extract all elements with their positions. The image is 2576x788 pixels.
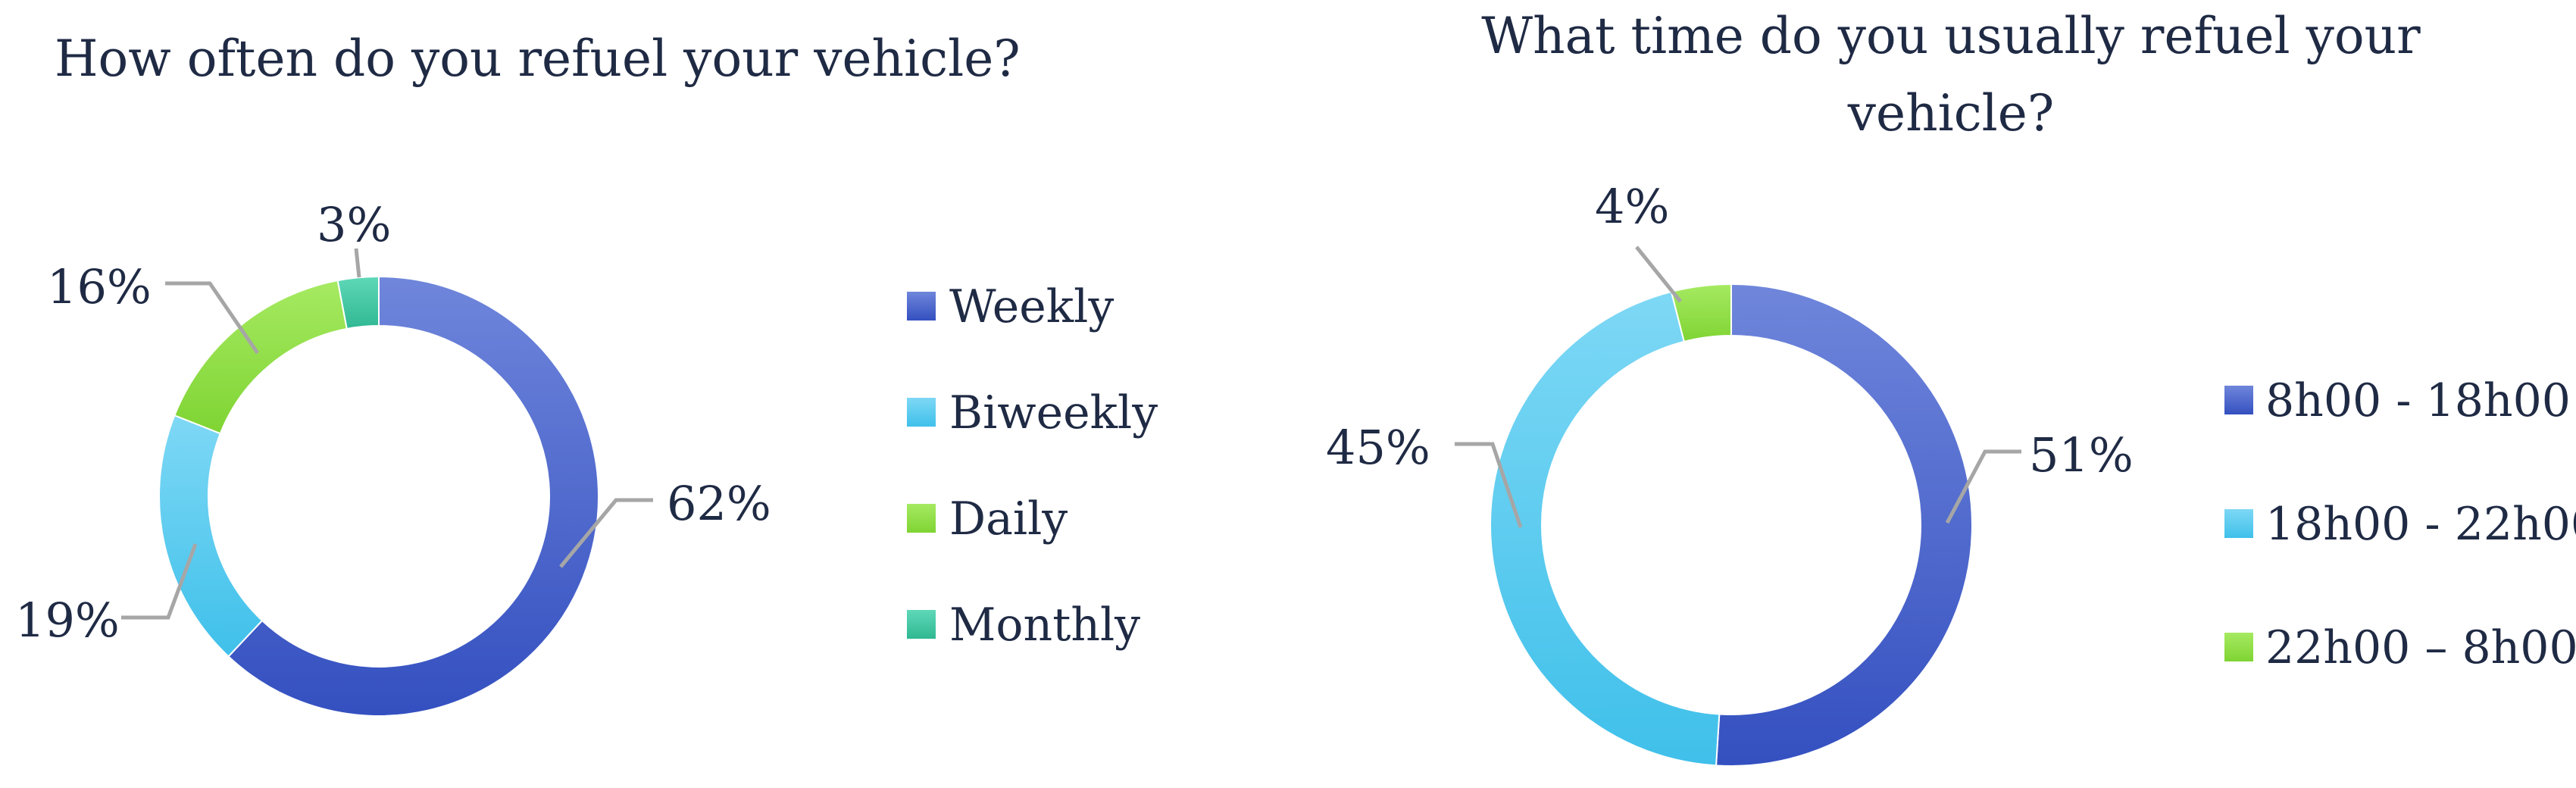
chart-2-legend-swatch-night <box>2224 633 2253 661</box>
chart-2-slice-night <box>1670 283 1732 343</box>
chart-1-label-monthly: 3% <box>317 197 391 252</box>
chart-2-label-morning: 51% <box>2029 427 2134 483</box>
chart-2-label-evening: 45% <box>1326 420 1430 475</box>
chart-1-legend-label-weekly: Weekly <box>949 280 1114 333</box>
chart-1-legend-label-biweekly: Biweekly <box>949 386 1158 439</box>
chart-1-leader-biweekly <box>121 543 198 620</box>
chart-1-legend-label-monthly: Monthly <box>949 599 1140 652</box>
chart-1-title: How often do you refuel your vehicle? <box>55 30 1021 88</box>
chart-1-label-daily: 16% <box>47 259 152 314</box>
chart-1-legend: Weekly Biweekly Daily Monthly <box>907 280 1158 652</box>
chart-1-legend-swatch-biweekly <box>907 398 936 427</box>
chart-2-legend-item-night: 22h00 – 8h00 <box>2224 621 2576 674</box>
chart-2-title-line-2: vehicle? <box>1847 84 2054 142</box>
chart-1-slice-daily <box>174 279 349 435</box>
chart-2-title-line-1: What time do you usually refuel your <box>1481 7 2421 65</box>
chart-1-legend-item-biweekly: Biweekly <box>907 386 1158 439</box>
chart-1-leader-monthly <box>354 248 361 278</box>
chart-1-legend-item-weekly: Weekly <box>907 280 1114 333</box>
chart-1-legend-swatch-weekly <box>907 292 936 321</box>
chart-2-slice-morning <box>1715 283 1974 767</box>
chart-1-legend-item-daily: Daily <box>907 492 1068 546</box>
chart-2-label-night: 4% <box>1595 179 1669 234</box>
chart-1-legend-swatch-daily <box>907 504 936 533</box>
chart-1-slice-biweekly <box>158 414 264 658</box>
chart-1-legend-item-monthly: Monthly <box>907 599 1140 652</box>
chart-1-leader-daily <box>165 281 260 355</box>
chart-2-leader-evening <box>1455 442 1523 528</box>
chart-2-legend: 8h00 - 18h00 18h00 - 22h00 22h00 – 8h00 <box>2224 374 2576 674</box>
chart-1-slice-weekly <box>227 275 599 717</box>
chart-1-slice-monthly <box>336 275 380 330</box>
chart-2-leader-night <box>1635 245 1682 303</box>
chart-2-legend-swatch-evening <box>2224 509 2253 538</box>
chart-2-legend-label-morning: 8h00 - 18h00 <box>2265 374 2571 427</box>
chart-2-legend-swatch-morning <box>2224 386 2253 414</box>
chart-1-label-biweekly: 19% <box>15 593 120 648</box>
chart-2-legend-label-night: 22h00 – 8h00 <box>2265 621 2576 674</box>
chart-2: What time do you usually refuel your veh… <box>1326 7 2576 767</box>
chart-2-legend-item-evening: 18h00 - 22h00 <box>2224 498 2576 551</box>
chart-2-leader-morning <box>1945 449 2021 524</box>
chart-2-legend-item-morning: 8h00 - 18h00 <box>2224 374 2571 427</box>
chart-2-slices <box>1490 283 1974 767</box>
chart-1-label-weekly: 62% <box>667 476 771 531</box>
chart-1-slices <box>158 275 599 717</box>
chart-2-slice-evening <box>1490 290 1721 767</box>
chart-1-legend-swatch-monthly <box>907 610 936 639</box>
chart-1-leaders <box>121 248 653 620</box>
chart-2-leaders <box>1455 245 2021 528</box>
chart-2-legend-label-evening: 18h00 - 22h00 <box>2265 498 2576 551</box>
chart-1-legend-label-daily: Daily <box>949 492 1068 546</box>
chart-1-leader-weekly <box>559 498 653 568</box>
chart-1: How often do you refuel your vehicle? 62… <box>15 30 1158 717</box>
